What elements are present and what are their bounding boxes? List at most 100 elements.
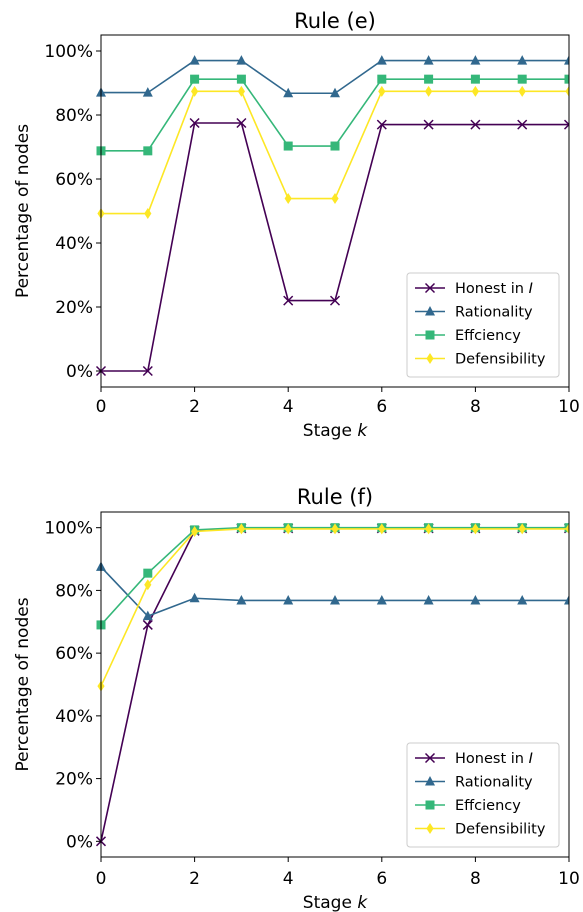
- data-point: [376, 55, 387, 65]
- chart-panel-2: Rule (f)0 2 4 6 8 100%20%40%60%80%100%Stage k…: [13, 485, 580, 912]
- y-tick-label: 40%: [55, 707, 93, 727]
- x-tick-label: 8: [470, 397, 481, 417]
- data-point: [518, 523, 526, 535]
- legend: Honest in I Rationality Effciency Defensibi…: [406, 742, 560, 848]
- series-diamond: [97, 85, 569, 220]
- data-point: [470, 594, 481, 605]
- legend-marker: [426, 823, 434, 834]
- data-point: [143, 568, 153, 578]
- data-point: [330, 87, 340, 98]
- data-point: [284, 523, 292, 535]
- data-point: [423, 55, 434, 65]
- data-point: [376, 594, 387, 605]
- legend-item: Honest in I: [415, 751, 533, 767]
- legend-item: Rationality: [415, 775, 533, 791]
- data-point: [423, 119, 434, 130]
- plot-frame: [100, 511, 570, 858]
- data-point: [378, 523, 386, 535]
- legend-item: Effciency: [415, 328, 521, 344]
- data-point: [284, 193, 292, 205]
- data-point: [329, 295, 341, 306]
- x-tick-label: 0: [96, 869, 107, 889]
- chart-panel-1: Rule (e)0 2 4 6 8 100%20%40%60%80%100%Stage k…: [13, 9, 580, 441]
- data-point: [517, 594, 528, 605]
- y-axis-label: Percentage of nodes: [13, 124, 33, 298]
- data-point: [518, 85, 526, 97]
- data-point: [425, 85, 433, 97]
- data-point: [425, 523, 433, 535]
- data-point: [565, 523, 569, 535]
- legend-label: Effciency: [455, 328, 521, 344]
- legend-marker: [425, 330, 435, 340]
- data-point: [563, 119, 569, 130]
- series-square: [96, 74, 569, 156]
- data-point: [142, 365, 153, 377]
- y-tick-label: 80%: [55, 106, 93, 126]
- y-tick-label: 60%: [55, 644, 93, 664]
- data-point: [564, 594, 569, 605]
- series-x: [95, 117, 569, 377]
- y-tick-label: 100%: [44, 519, 93, 539]
- legend-marker: [425, 776, 435, 786]
- legend-item: Defensibility: [415, 352, 546, 368]
- plot-frame: [100, 34, 570, 388]
- x-tick-label: 6: [376, 397, 387, 417]
- data-point: [283, 295, 294, 306]
- data-point: [189, 117, 200, 129]
- data-point: [470, 74, 480, 84]
- legend-box: [406, 272, 560, 378]
- series-triangle: [96, 561, 569, 621]
- legend-marker: [426, 353, 434, 364]
- data-point: [564, 74, 569, 84]
- y-tick-label: 80%: [55, 581, 93, 601]
- data-point: [470, 119, 481, 130]
- legend-marker: [424, 282, 436, 294]
- data-point: [236, 117, 247, 129]
- legend-label: Honest in I: [455, 281, 533, 297]
- data-point: [189, 55, 200, 65]
- data-point: [330, 141, 340, 151]
- data-point: [236, 74, 246, 84]
- data-point: [142, 619, 153, 630]
- x-tick-label: 4: [283, 869, 294, 889]
- data-point: [376, 119, 387, 130]
- data-point: [189, 592, 200, 603]
- x-tick-label: 10: [558, 869, 580, 889]
- data-point: [471, 523, 479, 535]
- y-tick-label: 40%: [55, 234, 93, 254]
- data-point: [191, 85, 199, 97]
- data-point: [144, 579, 152, 591]
- legend-marker: [424, 752, 436, 764]
- legend-box: [406, 742, 560, 848]
- legend-label: Rationality: [455, 305, 533, 321]
- y-axis-label: Percentage of nodes: [13, 597, 33, 771]
- x-tick-label: 2: [189, 869, 200, 889]
- legend-label: Defensibility: [455, 822, 546, 838]
- y-tick-label: 100%: [44, 42, 93, 62]
- legend-marker: [425, 800, 435, 810]
- legend: Honest in I Rationality Effciency Defensibi…: [406, 272, 560, 378]
- data-point: [423, 594, 434, 605]
- y-tick-label: 20%: [55, 298, 93, 318]
- data-point: [142, 87, 153, 97]
- data-point: [517, 74, 527, 84]
- x-axis-label: Stage k: [303, 893, 369, 912]
- chart-title: Rule (e): [294, 9, 376, 33]
- data-point: [283, 141, 293, 151]
- plot-area: [95, 523, 569, 847]
- x-tick-label: 4: [283, 397, 294, 417]
- y-tick-label: 0%: [66, 362, 93, 382]
- series-square: [96, 523, 569, 630]
- data-point: [330, 594, 340, 605]
- series-line: [100, 566, 569, 618]
- data-point: [236, 55, 247, 65]
- y-tick-label: 0%: [66, 832, 93, 852]
- data-point: [331, 193, 339, 205]
- data-point: [237, 85, 245, 97]
- y-tick-label: 20%: [55, 770, 93, 790]
- legend-label: Defensibility: [455, 352, 546, 368]
- data-point: [143, 146, 153, 156]
- data-point: [191, 525, 199, 537]
- x-tick-label: 8: [470, 869, 481, 889]
